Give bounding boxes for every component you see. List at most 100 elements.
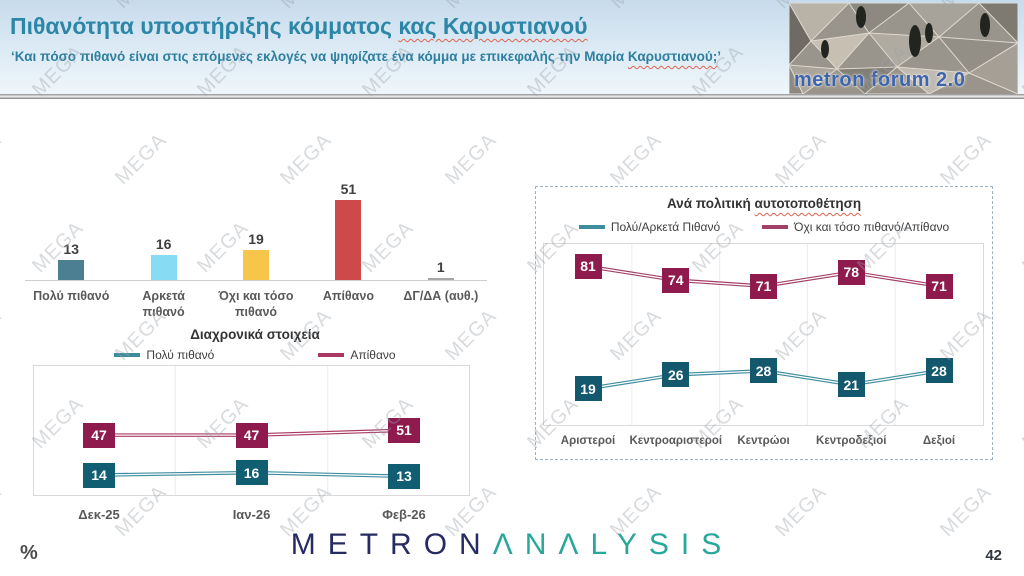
bar-category-label: Απίθανο bbox=[322, 289, 374, 303]
bar-category-label: Όχι και τόσο πιθανό bbox=[218, 289, 294, 320]
page-title: Πιθανότητα υποστήριξης κόμματος κας Καρυ… bbox=[10, 13, 588, 40]
bar-column: 1 bbox=[395, 162, 487, 280]
category-label: Αριστεροί bbox=[560, 435, 616, 447]
category-label: Κεντροαριστεροί bbox=[629, 435, 723, 447]
bar-category-label: ΔΓ/ΔΑ (αυθ.) bbox=[403, 289, 479, 303]
data-label-box: 19 bbox=[574, 376, 602, 402]
chart-legend: Πολύ/Αρκετά Πιθανό Όχι και τόσο πιθανό/Απ… bbox=[536, 220, 992, 234]
data-label-box: 71 bbox=[925, 273, 953, 299]
bar-value-label: 51 bbox=[340, 181, 357, 197]
legend-label: Όχι και τόσο πιθανό/Απίθανο bbox=[794, 220, 950, 234]
watermark-text: MEGA bbox=[1018, 217, 1024, 278]
legend-swatch-icon bbox=[762, 225, 789, 229]
plot-area: 14 16 13 47 47 51 bbox=[33, 365, 470, 496]
category-label: Δεξιοί bbox=[922, 435, 956, 447]
trend-line-chart: Διαχρονικά στοιχεία Πολύ πιθανό Απίθανο 14 1… bbox=[20, 327, 490, 527]
watermark-text: MEGA bbox=[193, 569, 254, 576]
category-label: Κεντροδεξιοί bbox=[816, 435, 887, 447]
data-label-box: 51 bbox=[388, 417, 420, 443]
percent-label: % bbox=[20, 542, 38, 564]
plaza-photo bbox=[789, 3, 1018, 94]
data-label-box: 47 bbox=[83, 422, 115, 448]
data-label-box: 26 bbox=[662, 362, 690, 388]
watermark-text: MEGA bbox=[1018, 569, 1024, 576]
watermark-text: MEGA bbox=[688, 569, 749, 576]
page-subtitle: ‘Και πόσο πιθανό είναι στις επόμενες εκλ… bbox=[11, 47, 756, 67]
data-label-box: 13 bbox=[388, 463, 420, 489]
chart-legend: Πολύ πιθανό Απίθανο bbox=[20, 348, 490, 362]
bar bbox=[150, 255, 177, 280]
bar-column: 13 bbox=[25, 162, 117, 280]
legend-label: Απίθανο bbox=[350, 348, 396, 362]
header-divider bbox=[0, 94, 1024, 99]
category-label: Φεβ-26 bbox=[382, 507, 426, 522]
legend-swatch-icon bbox=[114, 353, 141, 357]
data-label-box: 47 bbox=[235, 422, 268, 448]
data-label-box: 28 bbox=[750, 358, 777, 384]
plot-svg bbox=[543, 243, 984, 426]
watermark-text: MEGA bbox=[358, 569, 419, 576]
data-label-box: 14 bbox=[83, 462, 115, 488]
page-subtitle-quote: ’ bbox=[717, 49, 722, 64]
self-placement-panel: Ανά πολιτική αυτοτοποθέτηση Πολύ/Αρκετά Π… bbox=[535, 186, 993, 460]
pedestrian-silhouettes bbox=[821, 6, 990, 58]
chart-title: Διαχρονικά στοιχεία bbox=[190, 327, 320, 342]
bar-column: 16 bbox=[117, 162, 209, 280]
legend-swatch-icon bbox=[318, 353, 345, 357]
legend-item: Πολύ πιθανό bbox=[114, 348, 214, 362]
watermark-text: MEGA bbox=[606, 129, 667, 190]
legend-item: Πολύ/Αρκετά Πιθανό bbox=[578, 220, 721, 234]
page-title-underlined: κας Καρυστιανού bbox=[398, 13, 588, 39]
data-label-box: 16 bbox=[235, 460, 268, 486]
legend-label: Πολύ πιθανό bbox=[146, 348, 215, 362]
metron-forum-logo-text: metron forum 2.0 bbox=[794, 69, 966, 91]
bar-column: 51 bbox=[302, 162, 394, 280]
likelihood-bar-chart: 13 16 19 51 1 Πολύ πιθανό Αρκετά πιθανό Όχι και… bbox=[25, 162, 487, 332]
watermark-text: MEGA bbox=[0, 129, 7, 190]
brand-analysis: ΛNΛLYSIS bbox=[492, 528, 734, 561]
page-subtitle-text: ‘Και πόσο πιθανό είναι στις επόμενες εκλ… bbox=[11, 49, 628, 64]
legend-label: Πολύ/Αρκετά Πιθανό bbox=[610, 220, 721, 234]
legend-swatch-icon bbox=[578, 225, 605, 229]
bar-category-labels: Πολύ πιθανό Αρκετά πιθανό Όχι και τόσο πιθ… bbox=[25, 281, 487, 321]
watermark-text: MEGA bbox=[1018, 393, 1024, 454]
brand-metron: METRON bbox=[290, 528, 493, 561]
bar-category-label: Πολύ πιθανό bbox=[33, 289, 110, 303]
data-label-box: 78 bbox=[837, 259, 865, 285]
data-label-box: 71 bbox=[750, 273, 777, 299]
watermark-text: MEGA bbox=[853, 569, 914, 576]
category-label: Κεντρώοι bbox=[737, 435, 790, 447]
bar bbox=[58, 260, 85, 280]
bar-plot-area: 13 16 19 51 1 bbox=[25, 162, 487, 281]
watermark-text: MEGA bbox=[0, 305, 7, 366]
chart-title-underlined: αυτοτοποθέτηση bbox=[754, 196, 862, 211]
bar-value-label: 1 bbox=[436, 259, 445, 275]
bar bbox=[427, 278, 454, 280]
bar-value-label: 19 bbox=[248, 231, 264, 247]
category-label: Δεκ-25 bbox=[78, 507, 120, 522]
plot-area: 19 26 28 21 28 81 74 71 78 71 bbox=[543, 243, 984, 426]
legend-item: Απίθανο bbox=[318, 348, 396, 362]
header: Πιθανότητα υποστήριξης κόμματος κας Καρυ… bbox=[0, 0, 1024, 94]
metron-analysis-logo: METRONΛNΛLYSIS bbox=[0, 528, 1024, 562]
watermark-text: MEGA bbox=[523, 569, 584, 576]
bar-category-label: Αρκετά πιθανό bbox=[142, 289, 185, 320]
data-label-box: 21 bbox=[837, 372, 865, 398]
watermark-text: MEGA bbox=[771, 129, 832, 190]
watermark-text: MEGA bbox=[936, 129, 997, 190]
data-label-box: 74 bbox=[662, 267, 690, 293]
page-title-text: Πιθανότητα υποστήριξης κόμματος bbox=[10, 13, 399, 39]
watermark-text: MEGA bbox=[28, 569, 89, 576]
page-number: 42 bbox=[985, 547, 1002, 564]
chart-title: Ανά πολιτική αυτοτοποθέτηση bbox=[536, 196, 992, 211]
chart-title-text: Ανά πολιτική bbox=[666, 196, 755, 211]
bar-column: 19 bbox=[210, 162, 302, 280]
metron-forum-logo: metron forum 2.0 bbox=[789, 3, 1018, 94]
category-label: Ιαν-26 bbox=[232, 507, 271, 522]
data-label-box: 28 bbox=[925, 358, 953, 384]
bar-value-label: 16 bbox=[155, 236, 172, 252]
bar bbox=[243, 250, 270, 280]
legend-item: Όχι και τόσο πιθανό/Απίθανο bbox=[762, 220, 949, 234]
bar bbox=[335, 200, 362, 280]
